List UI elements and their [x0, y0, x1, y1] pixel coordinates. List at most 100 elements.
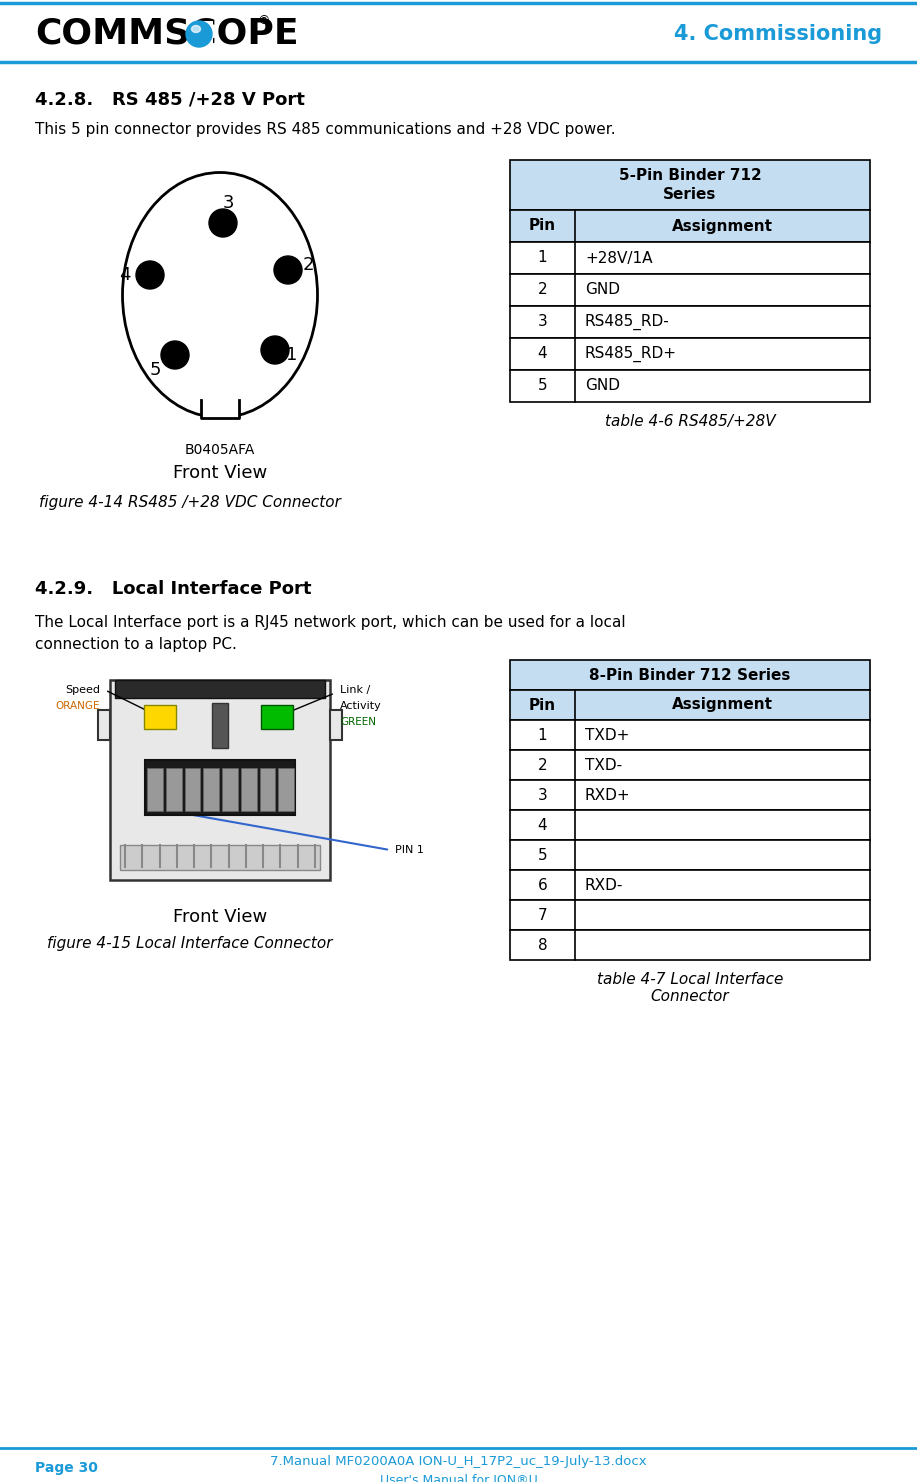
Text: GREEN: GREEN	[340, 717, 376, 728]
Bar	[510, 720, 870, 750]
Text: +28V/1A: +28V/1A	[585, 250, 653, 265]
Text: connection to a laptop PC.: connection to a laptop PC.	[35, 637, 237, 652]
Ellipse shape	[192, 25, 201, 33]
Text: 8: 8	[537, 938, 547, 953]
Text: 7.Manual MF0200A0A ION-U_H_17P2_uc_19-July-13.docx: 7.Manual MF0200A0A ION-U_H_17P2_uc_19-Ju…	[271, 1455, 646, 1469]
Bar	[510, 242, 870, 274]
Bar	[510, 370, 870, 402]
Circle shape	[161, 341, 189, 369]
FancyBboxPatch shape	[110, 680, 330, 880]
Text: RS485_RD+: RS485_RD+	[585, 345, 677, 362]
Circle shape	[136, 261, 164, 289]
Text: RS485_RD-: RS485_RD-	[585, 314, 669, 330]
Text: ®: ®	[257, 15, 270, 28]
Bar	[241, 768, 257, 811]
Text: GND: GND	[585, 283, 620, 298]
Text: Page 30: Page 30	[35, 1461, 98, 1475]
Bar	[510, 870, 870, 900]
Text: 1: 1	[537, 250, 547, 265]
Bar	[510, 160, 870, 210]
Circle shape	[209, 209, 237, 237]
Bar	[98, 710, 110, 740]
Text: PIN 1: PIN 1	[395, 845, 424, 855]
Text: The Local Interface port is a RJ45 network port, which can be used for a local: The Local Interface port is a RJ45 netwo…	[35, 615, 625, 630]
Text: 4: 4	[119, 265, 131, 285]
Text: B0405AFA: B0405AFA	[185, 443, 255, 456]
Text: figure 4-15 Local Interface Connector: figure 4-15 Local Interface Connector	[48, 937, 333, 951]
Text: Assignment: Assignment	[672, 698, 773, 713]
Text: RXD+: RXD+	[585, 787, 631, 802]
FancyBboxPatch shape	[261, 705, 293, 729]
Text: 3: 3	[222, 194, 234, 212]
Text: TXD+: TXD+	[585, 728, 629, 742]
Bar	[115, 680, 325, 698]
Text: Pin: Pin	[529, 218, 556, 234]
Bar	[212, 702, 228, 748]
Text: 2: 2	[303, 256, 314, 274]
Text: 5: 5	[537, 378, 547, 394]
Bar	[260, 768, 275, 811]
Text: 5-Pin Binder 712
Series: 5-Pin Binder 712 Series	[619, 167, 761, 203]
Text: User's Manual for ION®U: User's Manual for ION®U	[380, 1475, 537, 1482]
Text: Assignment: Assignment	[672, 218, 773, 234]
Bar	[120, 845, 320, 870]
Text: 7: 7	[537, 907, 547, 922]
Bar	[510, 305, 870, 338]
Bar	[510, 840, 870, 870]
Text: 3: 3	[537, 314, 547, 329]
Text: 8-Pin Binder 712 Series: 8-Pin Binder 712 Series	[590, 667, 790, 683]
Bar	[510, 900, 870, 931]
Bar	[201, 412, 239, 419]
Text: Link /: Link /	[340, 685, 370, 695]
Text: TXD-: TXD-	[585, 757, 622, 772]
FancyBboxPatch shape	[144, 705, 176, 729]
Text: Pin: Pin	[529, 698, 556, 713]
Text: 4. Commissioning: 4. Commissioning	[674, 24, 882, 44]
Text: 4: 4	[537, 818, 547, 833]
Text: This 5 pin connector provides RS 485 communications and +28 VDC power.: This 5 pin connector provides RS 485 com…	[35, 122, 615, 136]
Text: 1: 1	[286, 345, 298, 365]
Text: table 4-7 Local Interface
Connector: table 4-7 Local Interface Connector	[597, 972, 783, 1005]
Bar	[204, 768, 219, 811]
Bar	[510, 691, 870, 720]
Text: 5: 5	[149, 362, 160, 379]
Text: 4.2.9.   Local Interface Port: 4.2.9. Local Interface Port	[35, 579, 312, 599]
Text: Front View: Front View	[173, 464, 267, 483]
Text: 4.2.8.   RS 485 /+28 V Port: 4.2.8. RS 485 /+28 V Port	[35, 90, 304, 108]
Bar	[510, 750, 870, 780]
Text: RXD-: RXD-	[585, 877, 624, 892]
Text: 1: 1	[537, 728, 547, 742]
Text: 4: 4	[537, 347, 547, 362]
Text: Activity: Activity	[340, 701, 381, 711]
Bar	[187, 21, 213, 47]
Text: 2: 2	[537, 283, 547, 298]
Text: Speed: Speed	[65, 685, 100, 695]
Text: 6: 6	[537, 877, 547, 892]
Circle shape	[261, 336, 289, 365]
Text: 3: 3	[537, 787, 547, 802]
Bar	[278, 768, 294, 811]
Circle shape	[186, 21, 212, 47]
Bar	[510, 931, 870, 960]
Bar	[184, 768, 200, 811]
Bar	[166, 768, 182, 811]
Text: figure 4-14 RS485 /+28 VDC Connector: figure 4-14 RS485 /+28 VDC Connector	[39, 495, 341, 510]
Bar	[330, 710, 342, 740]
Bar	[510, 811, 870, 840]
Bar	[510, 210, 870, 242]
Bar	[510, 338, 870, 370]
Bar	[222, 768, 238, 811]
Bar	[510, 659, 870, 691]
Bar	[510, 274, 870, 305]
Circle shape	[274, 256, 302, 285]
Text: 5: 5	[537, 848, 547, 863]
Bar	[145, 760, 295, 815]
Text: ORANGE: ORANGE	[56, 701, 100, 711]
Bar	[510, 780, 870, 811]
Bar	[147, 768, 162, 811]
Text: Front View: Front View	[173, 908, 267, 926]
Text: COMMSCOPE: COMMSCOPE	[35, 16, 299, 50]
Text: GND: GND	[585, 378, 620, 394]
Text: 2: 2	[537, 757, 547, 772]
Text: table 4-6 RS485/+28V: table 4-6 RS485/+28V	[604, 413, 775, 428]
